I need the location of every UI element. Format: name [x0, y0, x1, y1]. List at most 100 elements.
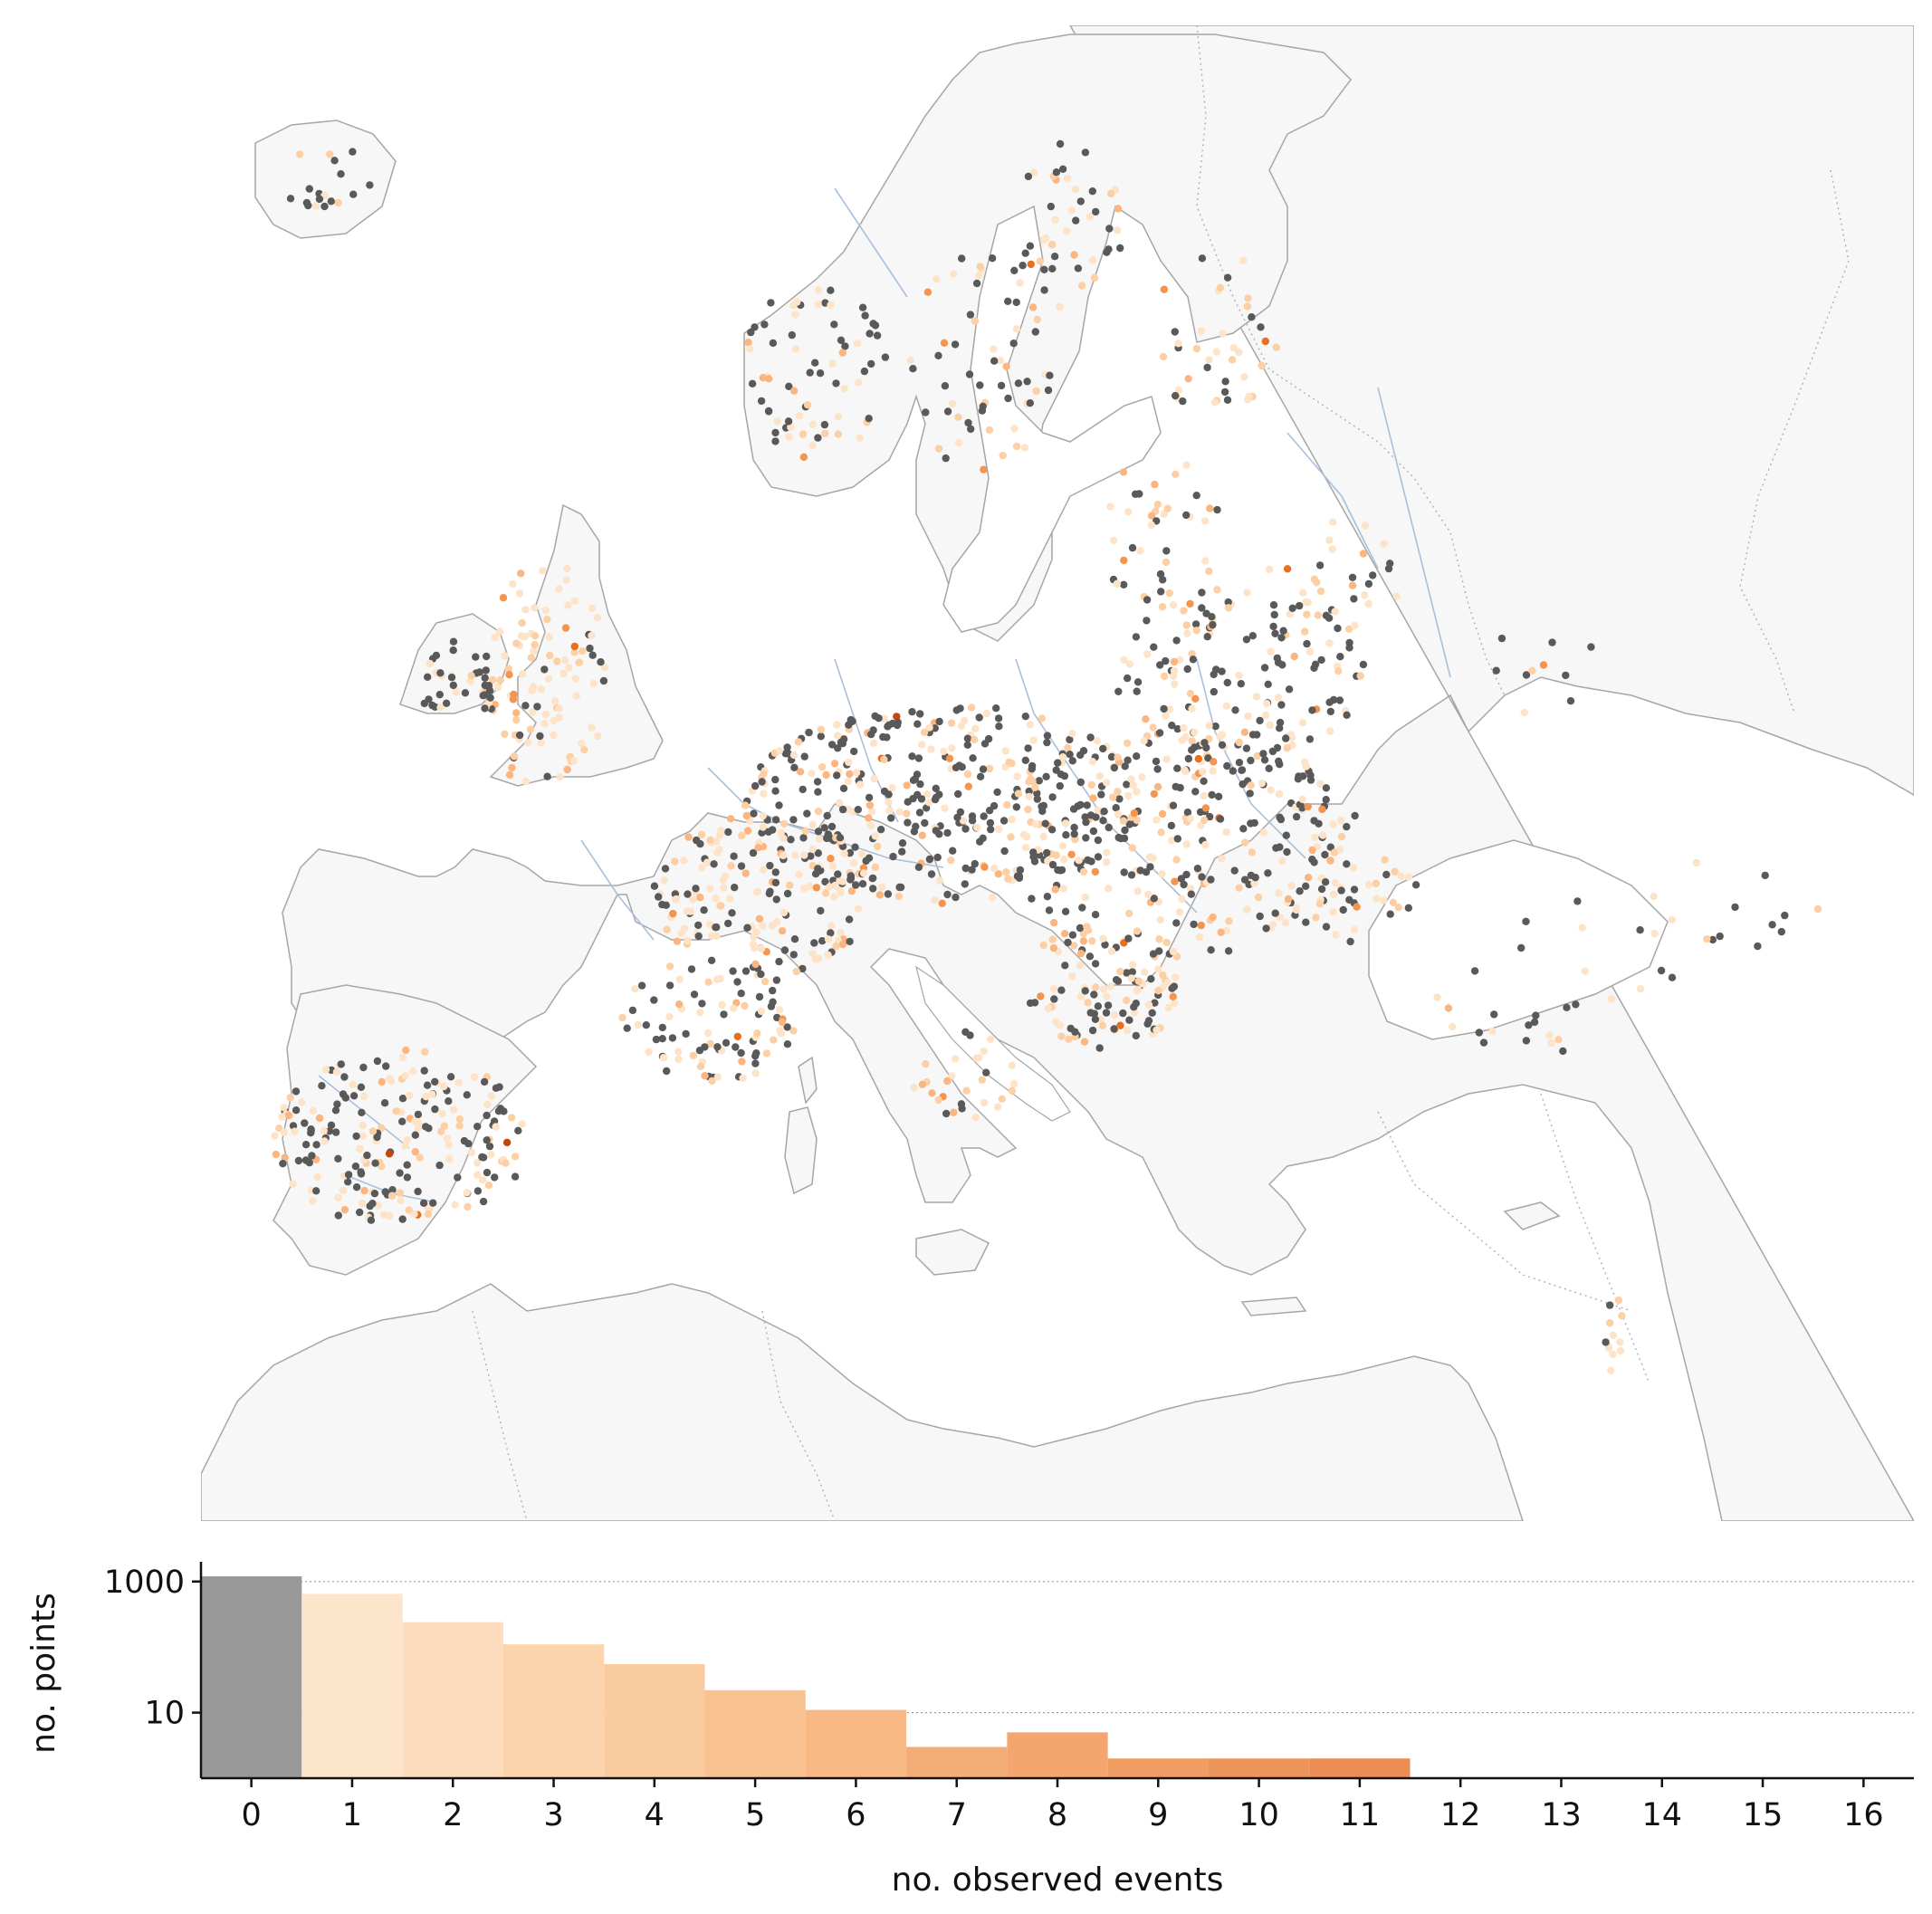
gauge-point [1094, 806, 1102, 815]
bar-3 [502, 1644, 605, 1778]
gauge-point [570, 597, 579, 606]
gauge-point [1261, 711, 1270, 720]
gauge-point [1051, 885, 1059, 894]
gauge-point [1210, 758, 1218, 766]
gauge-point [294, 1156, 303, 1165]
gauge-point [986, 818, 995, 828]
gauge-point [1184, 754, 1193, 763]
gauge-point [727, 862, 735, 870]
x-tick-label: 11 [1340, 1797, 1381, 1833]
gauge-point [965, 370, 974, 378]
gauge-point [1114, 833, 1123, 842]
gauge-point [1173, 724, 1182, 733]
gauge-point [443, 1134, 452, 1143]
gauge-point [1198, 604, 1206, 612]
gauge-point [833, 771, 841, 780]
gauge-point [1272, 343, 1281, 351]
gauge-point [1120, 656, 1128, 664]
gauge-point [1479, 1038, 1488, 1047]
gauge-point [697, 830, 706, 838]
gauge-point [700, 906, 708, 914]
gauge-point [916, 710, 924, 718]
gauge-point [1067, 206, 1076, 215]
gauge-point [1107, 947, 1116, 955]
bar-8 [1007, 1732, 1108, 1778]
gauge-point [722, 1038, 731, 1048]
gauge-point [1777, 927, 1786, 936]
gauge-point [1170, 982, 1179, 990]
gauge-point [1650, 893, 1658, 901]
gauge-point [1306, 735, 1315, 743]
gauge-point [1343, 711, 1351, 719]
gauge-point [1348, 581, 1357, 589]
gauge-point [536, 732, 544, 741]
gauge-point [331, 1106, 340, 1115]
gauge-point [1042, 772, 1050, 780]
gauge-point [1037, 992, 1045, 1000]
gauge-point [846, 872, 855, 880]
gauge-point [1411, 881, 1420, 889]
gauge-point [994, 714, 1003, 723]
gauge-point [510, 752, 519, 761]
gauge-point [482, 666, 490, 675]
europe-event-map[interactable] [201, 25, 1914, 1521]
gauge-point [815, 954, 823, 962]
gauge-point [431, 1077, 439, 1086]
corsica [798, 1056, 818, 1105]
gauge-point [315, 195, 324, 204]
gauge-point [1188, 737, 1196, 745]
gauge-point [1391, 867, 1399, 876]
gauge-point [1084, 999, 1092, 1007]
x-tick-label: 4 [645, 1797, 665, 1833]
gauge-point [1124, 756, 1132, 764]
gauge-point [713, 1073, 722, 1081]
gauge-point [808, 950, 817, 958]
gauge-point [1192, 492, 1200, 500]
gauge-point [1186, 885, 1195, 893]
gauge-point [712, 924, 720, 932]
gauge-point [1325, 536, 1334, 544]
gauge-point [1243, 905, 1251, 914]
x-tick-label: 9 [1148, 1797, 1168, 1833]
gauge-point [1189, 656, 1198, 664]
gauge-point [1021, 844, 1030, 852]
gauge-point [966, 1031, 974, 1039]
gauge-point [663, 1067, 671, 1076]
gauge-point [473, 1159, 482, 1167]
gauge-point [814, 849, 822, 857]
gauge-point [1262, 924, 1270, 933]
gauge-point [875, 891, 885, 899]
gauge-point [275, 1124, 283, 1133]
gauge-point [772, 976, 781, 984]
gauge-point [487, 1151, 495, 1159]
gauge-point [1264, 869, 1272, 877]
gauge-point [1497, 634, 1506, 643]
gauge-point [652, 1035, 661, 1044]
gauge-point [839, 735, 848, 743]
gauge-point [278, 1113, 286, 1122]
gauge-point [971, 1114, 980, 1122]
gauge-point [1259, 750, 1267, 758]
gauge-point [543, 616, 551, 624]
gauge-point [483, 1136, 491, 1144]
gauge-point [289, 1180, 297, 1188]
gauge-point [1361, 522, 1370, 530]
gauge-point [917, 741, 926, 749]
gauge-point [1152, 757, 1161, 766]
gauge-point [1231, 706, 1239, 714]
gauge-point [695, 1009, 704, 1017]
gauge-point [993, 788, 1001, 797]
gauge-point [1002, 868, 1010, 876]
gauge-point [1337, 886, 1345, 895]
gauge-point [1183, 629, 1191, 637]
gauge-point [1094, 853, 1103, 861]
gauge-point [1364, 599, 1372, 608]
gauge-point [518, 618, 526, 627]
gauge-point [1024, 172, 1033, 181]
gauge-point [1165, 589, 1174, 598]
gauge-point [1069, 805, 1078, 813]
gauge-point [881, 714, 889, 723]
gauge-point [1205, 722, 1213, 730]
gauge-point [1103, 992, 1111, 1000]
gauge-point [507, 1114, 516, 1122]
